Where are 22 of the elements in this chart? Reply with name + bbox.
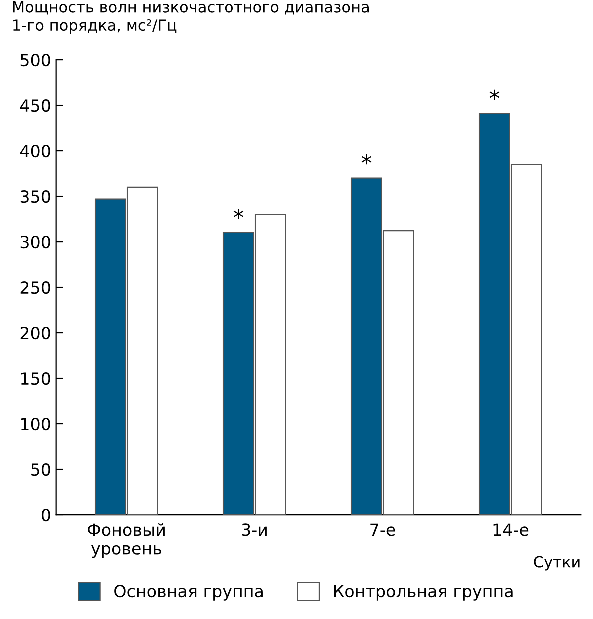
legend-label: Основная группа xyxy=(114,585,263,601)
annotation: * xyxy=(234,209,244,220)
y-tick-label: 250 xyxy=(20,281,50,294)
y-axis-title: Мощность волн низкочастотного диапазона 1-го порядка, мс²/Гц xyxy=(13,1,369,34)
x-axis-title: Сутки xyxy=(534,556,580,571)
y-tick-label: 150 xyxy=(21,372,50,386)
y-tick-label: 400 xyxy=(20,145,50,158)
legend-label: Контрольная группа xyxy=(334,585,513,601)
x-tick-label: Фоновый уровень xyxy=(88,523,165,558)
annotation: * xyxy=(362,154,372,165)
y-tick-label: 100 xyxy=(21,418,50,431)
y-tick-label: 450 xyxy=(20,100,50,112)
x-tick-label: 3-и xyxy=(242,524,267,536)
y-tick-label: 500 xyxy=(20,54,50,67)
y-tick-label: 50 xyxy=(32,463,50,476)
y-tick-label: 200 xyxy=(20,326,50,340)
y-tick-label: 0 xyxy=(42,508,50,522)
x-tick-label: 7-е xyxy=(370,524,396,536)
y-tick-label: 300 xyxy=(20,236,50,249)
y-tick-label: 350 xyxy=(20,190,50,204)
annotation: * xyxy=(490,90,500,100)
x-tick-label: 14-е xyxy=(494,524,529,536)
